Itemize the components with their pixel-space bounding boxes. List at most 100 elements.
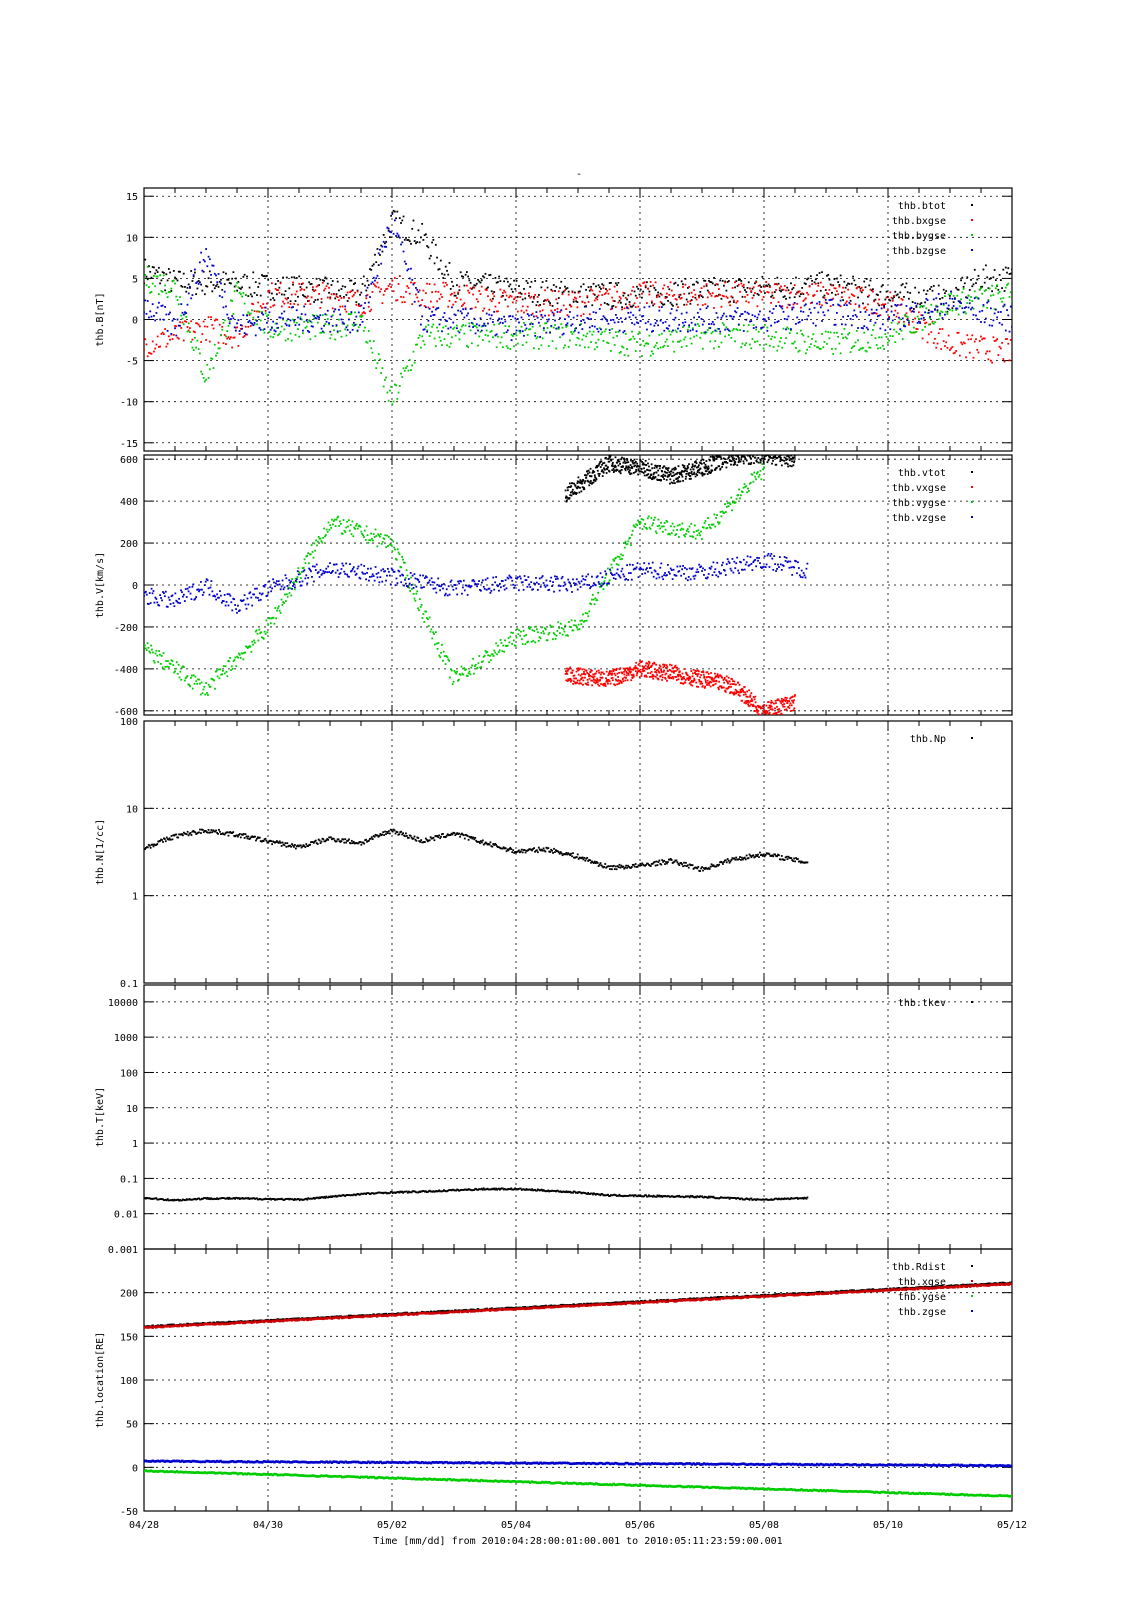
data-point [352,325,355,327]
data-point [324,534,327,536]
data-point [834,347,837,350]
data-point [793,707,796,710]
data-point [516,295,519,298]
data-point [749,696,751,698]
data-point [337,515,340,518]
data-point [715,330,718,333]
data-point [467,289,470,292]
data-point [819,281,822,284]
data-point [792,464,795,467]
data-point [151,648,153,651]
data-point [269,306,272,309]
data-point [216,283,219,286]
data-point [582,334,585,337]
data-point [931,289,934,292]
data-point [693,289,696,292]
data-point [268,311,271,314]
data-point [606,679,608,681]
data-point [313,542,316,545]
data-point [747,703,749,706]
data-point [349,331,352,334]
data-point [677,480,680,483]
data-point [317,535,320,538]
data-point [738,691,741,694]
data-point [505,345,508,348]
data-point [578,295,581,298]
data-point [175,325,178,328]
data-point [176,336,179,339]
data-point [616,469,619,471]
data-point [883,304,885,307]
data-point [757,709,760,712]
data-point [342,519,345,521]
data-point [646,342,648,345]
data-point [176,279,179,282]
data-point [162,652,165,654]
data-point [444,265,447,268]
data-point [947,304,950,307]
data-point [588,610,591,613]
data-point [614,456,617,459]
data-point [719,467,722,470]
data-point [610,464,613,467]
data-point [944,345,946,347]
data-point [671,670,674,673]
data-point [755,448,757,450]
data-point [583,482,586,484]
data-point [732,301,735,303]
data-point [601,318,604,321]
data-point [960,341,962,344]
data-point [183,679,186,682]
data-point [578,682,580,685]
data-point [745,699,748,702]
data-point [809,302,812,305]
data-point [756,305,759,308]
data-point [599,466,602,468]
data-point [642,670,644,673]
data-point [418,334,421,337]
data-point [179,270,181,273]
data-point [277,334,280,337]
data-point [457,291,460,294]
data-point [433,337,436,340]
data-point [889,291,892,294]
data-point [884,329,887,332]
data-point [324,535,326,538]
data-point [563,630,566,633]
data-point [826,342,828,345]
data-point [597,472,600,475]
data-point [698,471,701,474]
data-point [149,310,152,313]
data-point [164,289,167,292]
data-point [621,557,623,560]
data-point [243,273,246,276]
data-point [665,296,668,299]
data-point [628,670,631,673]
data-point [311,314,314,317]
data-point [639,288,642,291]
data-point [565,308,568,311]
data-point [568,482,571,485]
data-point [359,293,361,296]
data-point [144,278,145,280]
data-point [253,310,256,313]
data-point [585,669,588,672]
data-point [668,288,671,291]
data-point [457,679,459,682]
data-point [384,534,387,537]
data-point [961,343,964,346]
data-point [494,277,497,279]
data-point [821,333,823,335]
data-point [597,330,600,333]
data-point [451,336,453,339]
data-point [421,335,424,338]
data-point [808,308,811,311]
data-point [285,600,287,602]
data-point [853,309,856,312]
data-point [304,313,307,316]
data-point [901,298,904,301]
data-point [262,303,265,305]
data-point [963,342,966,345]
data-point [602,315,605,318]
data-point [412,350,415,353]
